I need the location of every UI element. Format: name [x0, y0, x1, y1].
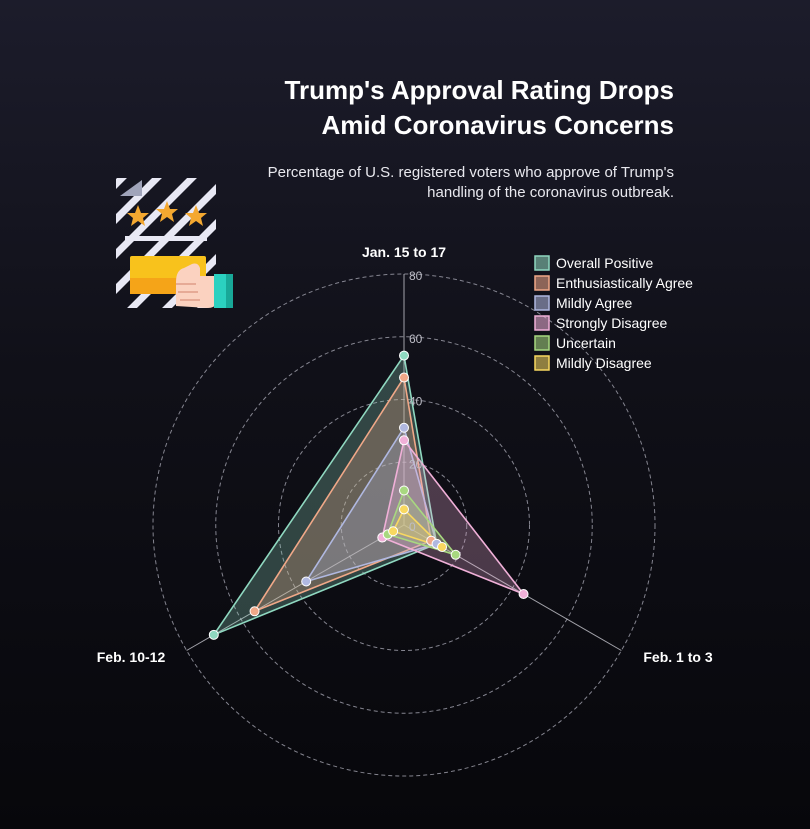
- legend-label-mildly-agree: Mildly Agree: [556, 295, 632, 311]
- data-point-strongly-disagree-jan-15-to-17: [399, 435, 409, 446]
- legend-swatch-mildly-agree: [534, 295, 550, 311]
- legend-swatch-enthusiastically-agree: [534, 275, 550, 291]
- data-point-mildly-agree-jan-15-to-17: [399, 422, 409, 433]
- axis-label-feb-10-12: Feb. 10-12: [97, 649, 166, 665]
- legend-swatch-overall-positive: [534, 255, 550, 271]
- data-point-mildly-disagree-feb-1-to-3: [437, 541, 448, 552]
- legend-swatch-uncertain: [534, 335, 550, 351]
- data-point-overall-positive-jan-15-to-17: [399, 350, 409, 361]
- data-point-strongly-disagree-feb-1-to-3: [518, 589, 529, 600]
- series-area-strongly-disagree: [381, 439, 525, 595]
- data-point-mildly-disagree-feb-10-12: [388, 526, 399, 537]
- grid-ring-80: [152, 273, 656, 777]
- tick-label-80: 80: [409, 269, 423, 283]
- axis-label-jan-15-to-17: Jan. 15 to 17: [362, 244, 446, 260]
- legend-label-overall-positive: Overall Positive: [556, 255, 653, 271]
- data-point-enthusiastically-agree-jan-15-to-17: [399, 372, 409, 383]
- data-point-mildly-agree-feb-10-12: [301, 576, 312, 587]
- legend-label-strongly-disagree: Strongly Disagree: [556, 315, 667, 331]
- tick-label-0: 0: [409, 520, 416, 534]
- legend-label-mildly-disagree: Mildly Disagree: [556, 355, 652, 371]
- legend-swatch-strongly-disagree: [534, 315, 550, 331]
- axis-spoke-feb-10-12: [186, 524, 405, 651]
- legend-label-enthusiastically-agree: Enthusiastically Agree: [556, 275, 693, 291]
- legend-label-uncertain: Uncertain: [556, 335, 616, 351]
- chart-legend: Overall Positive Enthusiastically Agree Mi…: [534, 255, 693, 371]
- data-point-uncertain-feb-1-to-3: [450, 549, 461, 560]
- chart-subtitle-line-2: handling of the coronavirus outbreak.: [427, 184, 674, 201]
- radar-points-layer: [208, 350, 529, 640]
- radar-series-layer: [212, 354, 525, 636]
- data-point-enthusiastically-agree-feb-10-12: [249, 606, 260, 617]
- data-point-overall-positive-feb-10-12: [208, 629, 219, 640]
- axis-label-feb-1-to-3: Feb. 1 to 3: [643, 649, 712, 665]
- chart-title-line-1: Trump's Approval Rating Drops: [285, 75, 674, 105]
- grid-ring-60: [215, 336, 593, 714]
- radar-tick-labels: 0 20 40 60 80: [409, 269, 423, 534]
- series-area-mildly-agree: [305, 426, 438, 583]
- legend-swatch-mildly-disagree: [534, 355, 550, 371]
- radar-grid: [152, 273, 656, 777]
- tick-label-20: 20: [409, 457, 423, 471]
- chart-subtitle-line-1: Percentage of U.S. registered voters who…: [268, 164, 674, 181]
- data-point-uncertain-jan-15-to-17: [399, 485, 409, 496]
- data-point-mildly-disagree-jan-15-to-17: [399, 504, 409, 515]
- tick-label-40: 40: [409, 395, 423, 409]
- series-area-enthusiastically-agree: [253, 376, 432, 613]
- chart-title-line-2: Amid Coronavirus Concerns: [321, 110, 674, 140]
- series-area-overall-positive: [212, 354, 438, 636]
- tick-label-60: 60: [409, 332, 423, 346]
- rating-thumbs-up-icon: [116, 178, 233, 308]
- radar-axis-labels: Jan. 15 to 17 Feb. 1 to 3 Feb. 10-12: [97, 244, 713, 665]
